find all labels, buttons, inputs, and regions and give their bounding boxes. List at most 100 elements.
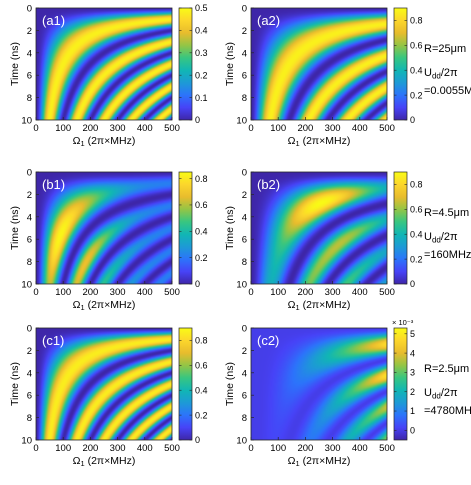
annotation-udd: Udd/2π [424, 387, 458, 401]
colorbar-tick-label: 0.6 [410, 41, 423, 51]
x-tick-label: 100 [270, 443, 286, 454]
x-tick-label: 500 [164, 443, 180, 454]
x-tick-label: 100 [270, 123, 286, 134]
x-tick-label: 500 [164, 287, 180, 298]
colorbar-tick-label: 0.4 [410, 65, 423, 75]
colorbar-tick-label: 0.2 [195, 410, 208, 420]
colorbar [178, 7, 193, 121]
y-tick-label: 8 [242, 413, 247, 424]
y-tick-label: 4 [242, 212, 247, 223]
colorbar-tick-label: 0.8 [195, 174, 208, 184]
colorbar-tick-label: 0.4 [195, 26, 208, 36]
x-tick-label: 300 [325, 443, 341, 454]
colorbar-tick-label: 0.6 [195, 200, 208, 210]
x-axis-label: Ω1 (2π×MHz) [288, 135, 351, 148]
parameter-annotation: R=25μm Udd/2π =0.0055MHz [424, 43, 471, 97]
colorbar-tick-label: 3 [410, 368, 415, 378]
y-tick-label: 4 [27, 368, 32, 379]
y-axis-label: Time (ns) [224, 42, 236, 86]
annotation-udd: Udd/2π [424, 67, 458, 81]
y-tick-label: 4 [242, 48, 247, 59]
y-tick-label: 4 [242, 368, 247, 379]
heatmap-image [251, 328, 387, 440]
panel-label: (a2) [257, 13, 280, 28]
y-tick-label: 0 [242, 324, 247, 335]
annotation-udd: Udd/2π [424, 231, 458, 245]
colorbar-tick-label: 0 [410, 115, 415, 125]
x-tick-label: 100 [55, 443, 71, 454]
heatmap-image [251, 172, 387, 284]
colorbar-tick-label: 0.3 [195, 48, 208, 58]
subplot: (b2) 0 100 200 300 400 500 0 2 4 6 8 10 Ω1 (2π×MHz) Ti… [224, 168, 423, 313]
colorbar-tick-label: 0 [410, 279, 415, 289]
plot-frame [250, 7, 388, 121]
colorbar-exponent: × 10⁻³ [392, 318, 414, 327]
colorbar-tick-label: 0.2 [195, 253, 208, 263]
y-tick-label: 2 [242, 190, 247, 201]
plot-frame [35, 327, 173, 441]
y-tick-label: 2 [27, 26, 32, 37]
colorbar-tick-label: 0.5 [195, 3, 208, 13]
x-axis-label: Ω1 (2π×MHz) [73, 299, 136, 312]
annotation-radius: R=25μm [424, 43, 466, 55]
subplot: (b1) 0 100 200 300 400 500 0 2 4 6 8 10 Ω1 (2π×MHz) Ti… [9, 168, 208, 313]
colorbar-tick-label: 0 [195, 435, 200, 445]
panel-label: (c1) [42, 333, 64, 348]
x-axis-label: Ω1 (2π×MHz) [288, 455, 351, 468]
panel-label: (a1) [42, 13, 65, 28]
y-axis-label: Time (ns) [224, 362, 236, 406]
annotation-radius: R=4.5μm [424, 207, 469, 219]
parameter-annotation: R=2.5μm Udd/2π =4780MHz [424, 363, 471, 417]
colorbar-tick-label: 0 [195, 115, 200, 125]
x-tick-label: 200 [297, 123, 313, 134]
y-tick-label: 6 [27, 71, 32, 82]
x-tick-label: 300 [325, 123, 341, 134]
x-tick-label: 400 [352, 123, 368, 134]
x-tick-label: 300 [110, 443, 126, 454]
x-tick-label: 200 [82, 443, 98, 454]
x-tick-label: 300 [325, 287, 341, 298]
colorbar-tick-label: 0.4 [410, 229, 423, 239]
panel-label: (c2) [257, 333, 279, 348]
x-tick-label: 0 [248, 123, 253, 134]
heatmap-image [36, 8, 172, 120]
colorbar-tick-label: 0.8 [195, 336, 208, 346]
x-axis-label: Ω1 (2π×MHz) [73, 455, 136, 468]
colorbar-tick-label: 0.2 [410, 254, 423, 264]
x-tick-label: 0 [33, 123, 38, 134]
y-tick-label: 2 [27, 190, 32, 201]
y-tick-label: 6 [242, 391, 247, 402]
y-tick-label: 10 [236, 116, 247, 127]
colorbar-tick-label: 5 [410, 329, 415, 339]
colorbar-tick-label: 0.4 [195, 385, 208, 395]
y-tick-label: 6 [27, 391, 32, 402]
x-tick-label: 0 [33, 443, 38, 454]
parameter-annotation: R=4.5μm Udd/2π =160MHz [424, 207, 471, 261]
x-tick-label: 500 [379, 287, 395, 298]
panel-label: (b1) [42, 177, 65, 192]
y-tick-label: 2 [242, 346, 247, 357]
colorbar [393, 7, 408, 121]
y-tick-label: 4 [27, 212, 32, 223]
y-tick-label: 8 [242, 257, 247, 268]
y-tick-label: 2 [27, 346, 32, 357]
colorbar-tick-label: 0.4 [195, 226, 208, 236]
plot-frame [250, 327, 388, 441]
x-tick-label: 200 [82, 123, 98, 134]
colorbar-tick-label: 0 [410, 426, 415, 436]
y-tick-label: 6 [242, 235, 247, 246]
y-tick-label: 6 [242, 71, 247, 82]
y-tick-label: 0 [27, 168, 32, 179]
x-tick-label: 400 [137, 443, 153, 454]
heatmap-image [36, 328, 172, 440]
y-axis-label: Time (ns) [9, 362, 21, 406]
x-tick-label: 500 [164, 123, 180, 134]
x-tick-label: 400 [352, 287, 368, 298]
colorbar-tick-label: 0.2 [410, 90, 423, 100]
colorbar-tick-label: 0.6 [195, 361, 208, 371]
subplot: (a1) 0 100 200 300 400 500 0 2 4 6 8 10 Ω1 (2π×MHz) Ti… [9, 3, 208, 148]
x-tick-label: 200 [297, 443, 313, 454]
